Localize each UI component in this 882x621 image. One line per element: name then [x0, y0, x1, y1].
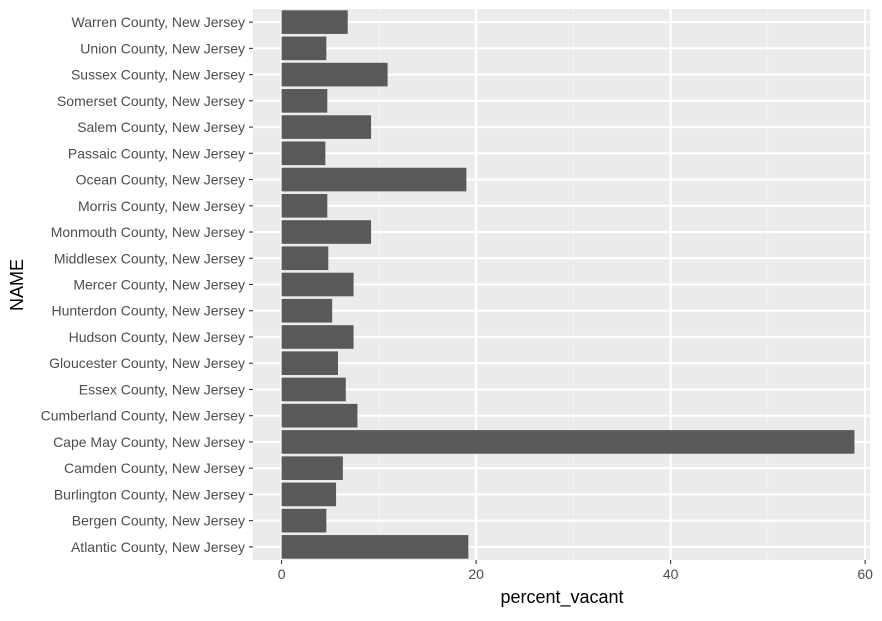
bar	[281, 508, 327, 533]
y-tick-label: Sussex County, New Jersey	[71, 67, 245, 83]
y-tick-label: Burlington County, New Jersey	[54, 486, 245, 502]
y-tick-label: Salem County, New Jersey	[77, 119, 245, 135]
x-axis-title: percent_vacant	[500, 587, 623, 608]
bar	[281, 325, 354, 349]
y-tick-label: Ocean County, New Jersey	[76, 172, 245, 188]
bar	[281, 220, 372, 244]
x-tick-label: 20	[468, 566, 484, 582]
y-tick-label: Morris County, New Jersey	[78, 198, 245, 214]
y-tick-label: Passaic County, New Jersey	[68, 145, 245, 161]
bar	[281, 298, 333, 323]
y-axis-title: NAME	[7, 259, 27, 311]
bar	[281, 62, 388, 87]
grid-lines	[253, 9, 870, 560]
y-tick-label: Hudson County, New Jersey	[69, 329, 245, 345]
bars	[281, 10, 855, 559]
y-tick-label: Mercer County, New Jersey	[73, 277, 245, 293]
y-tick-label: Cape May County, New Jersey	[53, 434, 245, 450]
y-tick-label: Atlantic County, New Jersey	[71, 539, 245, 555]
bar	[281, 377, 346, 402]
x-tick-label: 40	[663, 566, 679, 582]
bar	[281, 246, 329, 271]
bar	[281, 535, 469, 559]
bar	[281, 193, 328, 218]
y-axis: Atlantic County, New Jersey Bergen County…	[41, 14, 253, 555]
y-tick-label: Gloucester County, New Jersey	[49, 355, 245, 371]
bar	[281, 482, 337, 507]
bar	[281, 10, 348, 34]
y-tick-label: Cumberland County, New Jersey	[41, 408, 245, 424]
y-tick-label: Monmouth County, New Jersey	[51, 224, 245, 240]
bar	[281, 89, 328, 113]
x-tick-label: 60	[857, 566, 873, 582]
y-tick-label: Warren County, New Jersey	[72, 14, 246, 30]
x-tick-label: 0	[278, 566, 286, 582]
bar	[281, 36, 327, 61]
x-axis: 0 20 40 60	[278, 560, 873, 582]
bar	[281, 141, 326, 166]
y-tick-label: Essex County, New Jersey	[79, 381, 245, 397]
y-tick-label: Union County, New Jersey	[80, 40, 245, 56]
bar	[281, 115, 372, 139]
bar	[281, 456, 343, 480]
bar	[281, 403, 358, 428]
y-tick-label: Somerset County, New Jersey	[57, 93, 245, 109]
y-tick-label: Hunterdon County, New Jersey	[52, 303, 246, 319]
y-tick-label: Camden County, New Jersey	[64, 460, 245, 476]
bar	[281, 272, 354, 297]
bar	[281, 430, 855, 454]
y-tick-label: Middlesex County, New Jersey	[54, 250, 245, 266]
bar	[281, 351, 339, 376]
bar	[281, 167, 467, 192]
y-tick-label: Bergen County, New Jersey	[72, 513, 245, 529]
